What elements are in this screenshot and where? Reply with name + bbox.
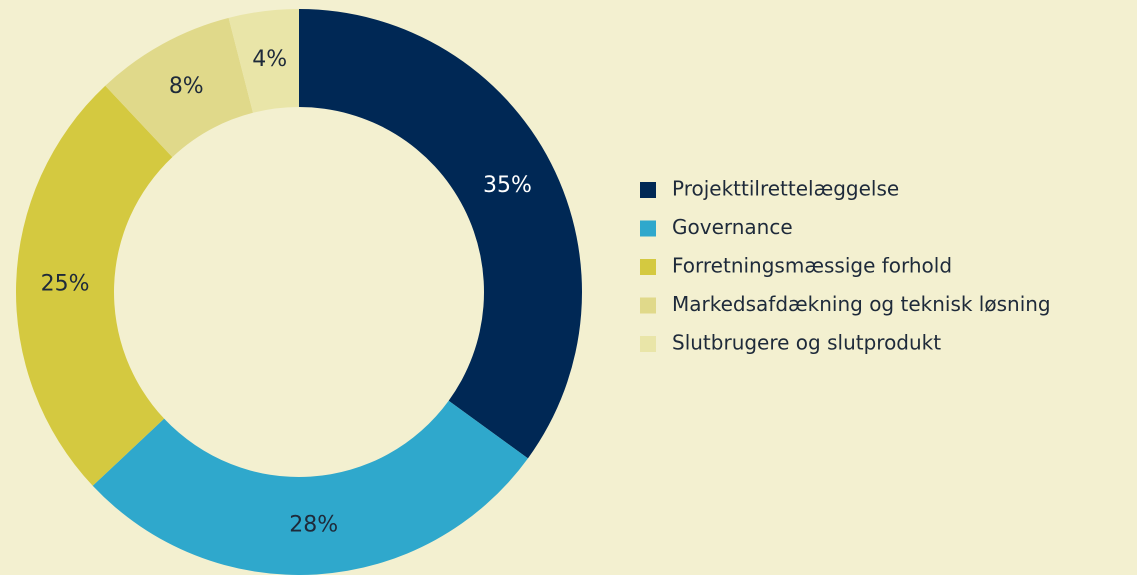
legend-swatch [640, 182, 656, 198]
legend-label: Projekttilrettelæggelse [672, 177, 899, 201]
slice-label: 28% [289, 513, 338, 538]
legend-swatch [640, 336, 656, 352]
legend-label: Slutbrugere og slutprodukt [672, 331, 941, 355]
slice-label: 35% [483, 173, 532, 198]
donut-slice [299, 9, 582, 459]
legend-label: Markedsafdækning og teknisk løsning [672, 292, 1051, 316]
legend-swatch [640, 220, 656, 237]
slice-label: 25% [41, 272, 90, 297]
legend-label: Forretningsmæssige forhold [672, 254, 952, 278]
donut-slice [228, 9, 299, 113]
legend-swatch [640, 259, 656, 275]
slice-label: 8% [169, 74, 204, 99]
donut-slice [105, 17, 253, 158]
donut-slice [92, 400, 528, 575]
donut-slice [16, 85, 173, 486]
slice-label: 4% [252, 47, 287, 72]
legend-swatch [640, 297, 656, 314]
legend-label: Governance [672, 215, 793, 239]
